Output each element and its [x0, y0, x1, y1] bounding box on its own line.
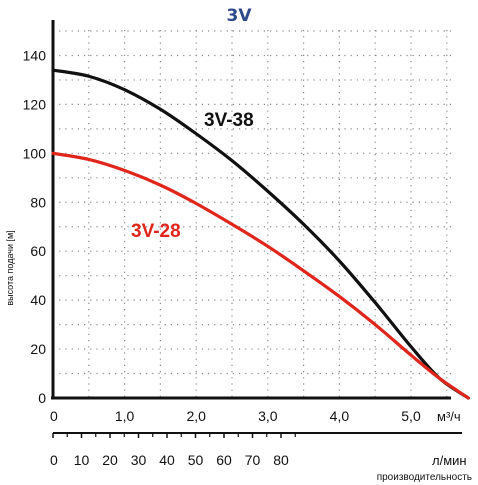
- x-axis-label: производительность: [376, 472, 472, 483]
- y-tick-label: 20: [30, 341, 46, 357]
- y-tick-label: 80: [30, 194, 46, 210]
- x-tick-label-m3h: 2,0: [186, 408, 206, 424]
- y-tick-label: 120: [23, 96, 47, 112]
- y-tick-label: 40: [30, 292, 46, 308]
- x-tick-label-lmin: 20: [102, 452, 118, 468]
- y-tick-label: 100: [23, 145, 47, 161]
- x-unit-lmin: л/мин: [432, 453, 467, 468]
- x-unit-m3h: м³/ч: [437, 409, 461, 424]
- x-tick-label-m3h: 4,0: [330, 408, 350, 424]
- series-label-3v-28: 3V-28: [131, 221, 181, 242]
- y-tick-label: 0: [38, 390, 46, 406]
- x-tick-label-lmin: 60: [216, 452, 232, 468]
- x-tick-label-m3h: 3,0: [258, 408, 278, 424]
- y-tick-label: 140: [23, 47, 47, 63]
- series-label-3v-38: 3V-38: [204, 110, 254, 131]
- x-tick-label-lmin: 70: [245, 452, 261, 468]
- x-tick-label-lmin: 10: [74, 452, 90, 468]
- x-tick-label-lmin: 50: [188, 452, 204, 468]
- chart-title: 3V: [226, 6, 252, 26]
- x-tick-label-m3h: 1,0: [115, 408, 135, 424]
- x-tick-label-lmin: 0: [50, 452, 58, 468]
- x-tick-label-lmin: 30: [131, 452, 147, 468]
- series-line-3v-38: [51, 68, 470, 400]
- x-tick-label-m3h: 0: [50, 408, 58, 424]
- x-tick-label-lmin: 80: [273, 452, 289, 468]
- y-tick-label: 60: [30, 243, 46, 259]
- x-tick-label-lmin: 40: [159, 452, 175, 468]
- series-line-3v-28: [51, 151, 470, 400]
- x-tick-label-m3h: 5,0: [401, 408, 421, 424]
